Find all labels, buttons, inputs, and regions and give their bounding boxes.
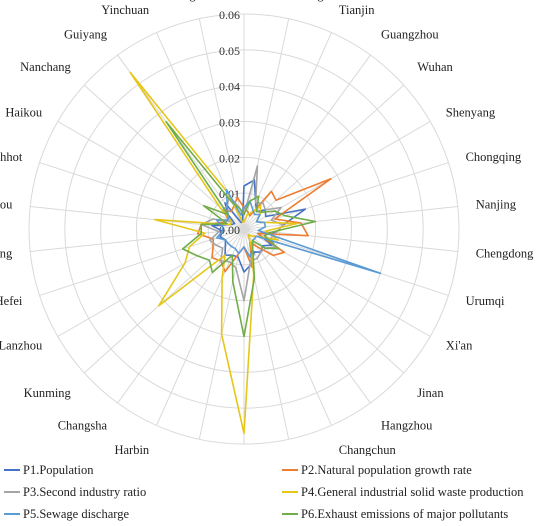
category-label: Hohhot xyxy=(0,150,23,164)
category-labels: BeijingShanghaiTianjinGuangzhouWuhanShen… xyxy=(0,0,534,456)
legend-swatch xyxy=(4,513,20,515)
spoke-line xyxy=(30,228,245,252)
tick-label: 0.03 xyxy=(219,116,240,130)
legend-label: P1.Population xyxy=(23,462,94,477)
spoke-line xyxy=(243,228,371,404)
legend-label: P3.Second industry ratio xyxy=(23,484,147,499)
legend-item-p6: P6.Exhaust emissions of major pollutants xyxy=(282,504,508,524)
category-label: Kunming xyxy=(24,386,72,400)
spoke-line xyxy=(243,228,332,426)
category-label: Hangzhou xyxy=(381,419,433,433)
series-line-p4 xyxy=(129,71,299,435)
category-label: Tianjin xyxy=(339,3,375,17)
legend-swatch xyxy=(282,469,298,471)
tick-label: 0.06 xyxy=(219,8,240,22)
category-label: Chongqing xyxy=(466,150,522,164)
category-label: Guangzhou xyxy=(381,28,439,42)
spoke-line xyxy=(243,84,405,230)
spoke-line xyxy=(156,228,245,426)
category-label: Nanjing xyxy=(476,198,517,212)
spoke-line xyxy=(243,162,449,230)
spoke-line xyxy=(243,32,332,230)
legend-label: P5.Sewage discharge xyxy=(23,506,129,521)
category-label: Shenyang xyxy=(446,106,496,120)
radar-spokes xyxy=(30,14,458,444)
tick-label: 0.02 xyxy=(219,151,240,165)
spoke-line xyxy=(243,206,458,230)
spoke-line xyxy=(198,18,245,230)
radar-chart: 0.000.010.020.030.040.050.06 BeijingShan… xyxy=(0,0,534,456)
category-label: Nanning xyxy=(0,246,13,260)
category-label: Shanghai xyxy=(292,0,339,2)
series-line-p6 xyxy=(165,120,317,338)
spoke-line xyxy=(39,162,245,230)
legend-swatch xyxy=(4,491,20,493)
category-label: Changchun xyxy=(339,443,397,456)
spoke-line xyxy=(243,228,458,252)
tick-label: 0.04 xyxy=(219,80,240,94)
legend-item-p2: P2.Natural population growth rate xyxy=(282,460,472,480)
category-label: Fuzhou xyxy=(0,198,13,212)
category-label: Lanzhou xyxy=(0,339,43,353)
spoke-line xyxy=(117,228,245,404)
legend-item-p3: P3.Second industry ratio xyxy=(4,482,146,502)
spoke-line xyxy=(243,54,371,230)
legend-item-p4: P4.General industrial solid waste produc… xyxy=(282,482,524,502)
spoke-line xyxy=(243,18,290,230)
radial-tick-labels: 0.000.010.020.030.040.050.06 xyxy=(219,8,240,237)
category-label: Haikou xyxy=(5,106,43,120)
series-line-p1 xyxy=(211,179,307,273)
spoke-line xyxy=(243,121,431,230)
series-lines xyxy=(129,71,382,435)
legend-swatch xyxy=(4,469,20,471)
tick-label: 0.05 xyxy=(219,44,240,58)
category-label: Hefei xyxy=(0,294,23,308)
tick-label: 0.00 xyxy=(219,223,240,237)
legend-label: P4.General industrial solid waste produc… xyxy=(301,484,524,499)
category-label: Nanchang xyxy=(20,60,71,74)
category-label: Chengdong xyxy=(476,246,534,260)
legend-label: P6.Exhaust emissions of major pollutants xyxy=(301,506,509,521)
spoke-line xyxy=(83,84,245,230)
series-line-p5 xyxy=(215,188,382,275)
legend-swatch xyxy=(282,491,298,493)
legend-item-p5: P5.Sewage discharge xyxy=(4,504,129,524)
category-label: Urumqi xyxy=(466,294,505,308)
category-label: Guiyang xyxy=(64,28,108,42)
category-label: Jinan xyxy=(417,386,444,400)
legend-item-p1: P1.Population xyxy=(4,460,94,480)
category-label: Yinchuan xyxy=(101,3,150,17)
category-label: Changsha xyxy=(58,419,108,433)
category-label: Harbin xyxy=(114,443,149,456)
category-label: Xi'an xyxy=(446,339,473,353)
legend: P1.Population P2.Natural population growt… xyxy=(0,456,550,526)
legend-label: P2.Natural population growth rate xyxy=(301,462,472,477)
spoke-line xyxy=(57,121,245,230)
legend-swatch xyxy=(282,513,298,515)
category-label: Xining xyxy=(161,0,196,2)
spoke-line xyxy=(243,228,405,374)
category-label: Wuhan xyxy=(417,60,453,74)
spoke-line xyxy=(30,206,245,230)
